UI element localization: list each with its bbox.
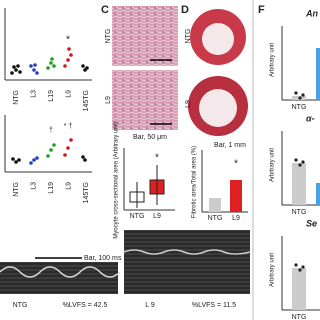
x-label: NTG <box>292 314 307 320</box>
x-label: L3 <box>30 90 37 98</box>
dot <box>298 163 302 167</box>
significance-mark: * <box>155 153 159 164</box>
plot-title: An <box>305 8 318 18</box>
dot-plot-bottom: † * † <box>4 115 92 173</box>
scale-label: Bar, 50 μm <box>133 134 167 141</box>
significance-mark: * <box>234 159 238 170</box>
echo-fs: %LVFS = 42.5 <box>63 302 108 309</box>
row-label: L9 <box>185 100 192 108</box>
y-label: Arbitrary unit <box>270 253 276 287</box>
significance-mark: * † <box>64 123 73 130</box>
x-label: NTG <box>130 213 145 220</box>
bar <box>230 180 242 212</box>
bar <box>292 268 306 310</box>
dot <box>298 96 302 100</box>
scale-label: Bar, 100 ms <box>84 255 122 262</box>
panel-letter: C <box>101 4 109 16</box>
row-label: NTG <box>105 29 112 44</box>
dot <box>301 160 305 164</box>
echo-image <box>124 230 250 294</box>
dot <box>294 263 298 267</box>
y-label: Arbitrary unit <box>270 148 276 182</box>
x-label: L19 <box>48 182 55 194</box>
echo-fs: %LVFS = 11.5 <box>192 302 236 309</box>
significance-mark: † <box>49 127 53 134</box>
panel-letter: F <box>258 4 265 16</box>
panel-letter: D <box>181 4 189 16</box>
dot-plot-top: * <box>4 8 92 81</box>
scale-label: Bar, 1 mm <box>214 142 246 149</box>
x-label: L9 <box>65 90 72 98</box>
x-label: 145TG <box>83 90 90 111</box>
x-label: L9 <box>65 182 72 190</box>
bar <box>209 198 221 212</box>
y-label: Fibrotic area/Total area (%) <box>192 146 198 218</box>
x-label: L3 <box>30 182 37 190</box>
echo-label: NTG <box>13 302 28 309</box>
row-label: L9 <box>105 96 112 104</box>
y-label: Arbitrary unit <box>270 43 276 77</box>
x-label: NTG <box>292 209 307 216</box>
x-label: L19 <box>48 90 55 102</box>
echo-image <box>0 262 118 294</box>
histology-image <box>112 6 178 66</box>
dot <box>301 93 305 97</box>
bar <box>292 163 306 205</box>
histology-image <box>112 70 178 130</box>
bar <box>316 48 320 100</box>
dot <box>294 91 298 95</box>
x-label: L9 <box>232 215 240 222</box>
bar <box>316 183 320 205</box>
plot-title: α- <box>306 113 315 123</box>
x-label: NTG <box>208 215 223 222</box>
dot <box>301 265 305 269</box>
x-label: NTG <box>292 104 307 111</box>
x-label: 145TG <box>83 182 90 203</box>
x-label: NTG <box>13 182 20 197</box>
x-label: L9 <box>153 213 161 220</box>
y-label: Myocyte cross-sectional area (Arbitrary … <box>114 121 120 238</box>
row-label: NTG <box>185 29 192 44</box>
echo-label: L 9 <box>145 302 155 309</box>
plot-title: Se <box>306 218 317 228</box>
dot <box>294 158 298 162</box>
significance-mark: * <box>66 35 70 46</box>
x-label: NTG <box>13 90 20 105</box>
dot <box>298 268 302 272</box>
